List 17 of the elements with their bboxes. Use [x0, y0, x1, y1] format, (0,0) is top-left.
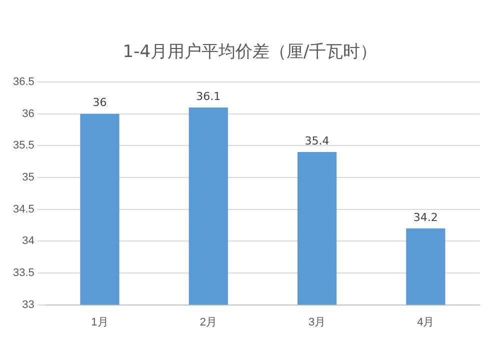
- y-tick-label: 34.5: [12, 203, 34, 216]
- data-label: 36.1: [196, 90, 221, 103]
- data-label: 35.4: [304, 134, 330, 148]
- y-tick-label: 34: [22, 235, 34, 248]
- y-tick-label: 36.5: [12, 76, 34, 88]
- data-label: 36: [92, 96, 107, 110]
- y-tick-label: 35.5: [12, 140, 34, 152]
- x-tick-label: 2月: [200, 316, 217, 328]
- chart-title: 1-4月用户平均价差（厘/千瓦时）: [122, 41, 378, 63]
- y-tick-label: 33.5: [12, 267, 34, 280]
- x-tick-label: 1月: [91, 316, 108, 328]
- x-tick-label: 3月: [308, 316, 326, 328]
- y-tick-label: 36: [22, 108, 34, 120]
- y-tick-label: 33: [22, 298, 34, 311]
- y-tick-label: 35: [22, 172, 34, 184]
- data-label: 34.2: [413, 210, 438, 224]
- x-tick-label: 4月: [417, 316, 434, 328]
